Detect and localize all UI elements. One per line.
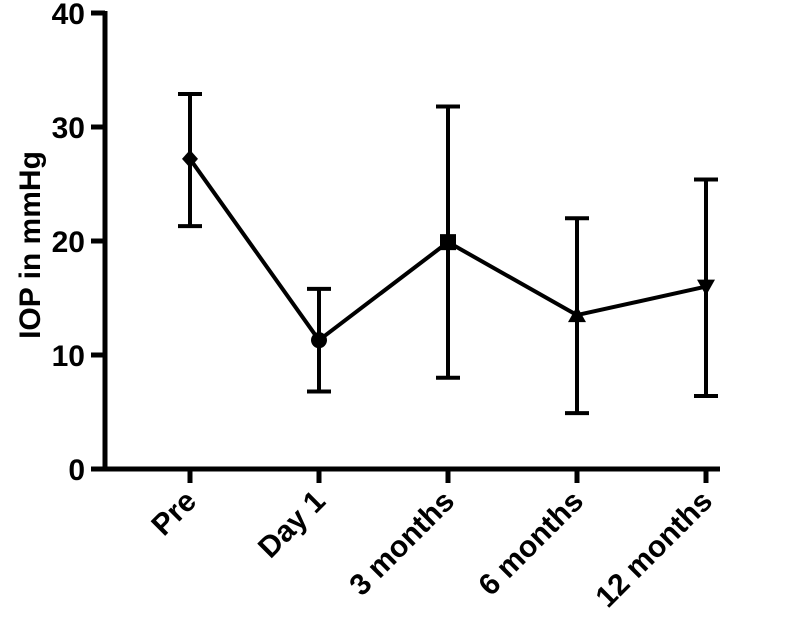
y-tick-label: 0: [68, 454, 85, 487]
axes: [91, 10, 720, 483]
markers: [182, 149, 715, 349]
data-point-diamond: [182, 149, 198, 168]
x-tick-label: 3 months: [343, 485, 461, 603]
x-tick-label: 6 months: [472, 485, 590, 603]
y-tick-label: 40: [52, 0, 85, 31]
y-tick-label: 10: [52, 340, 85, 373]
data-point-square: [440, 234, 456, 251]
data-point-triangle-down: [697, 279, 715, 296]
x-tick-label: 12 months: [590, 485, 719, 614]
data-point-triangle-up: [568, 306, 586, 323]
data-point-circle: [311, 332, 327, 349]
y-axis-title: IOP in mmHg: [14, 151, 47, 339]
x-tick-label: Pre: [145, 485, 203, 543]
x-tick-label: Day 1: [252, 485, 332, 565]
y-tick-label: 20: [52, 226, 85, 259]
y-tick-label: 30: [52, 112, 85, 145]
